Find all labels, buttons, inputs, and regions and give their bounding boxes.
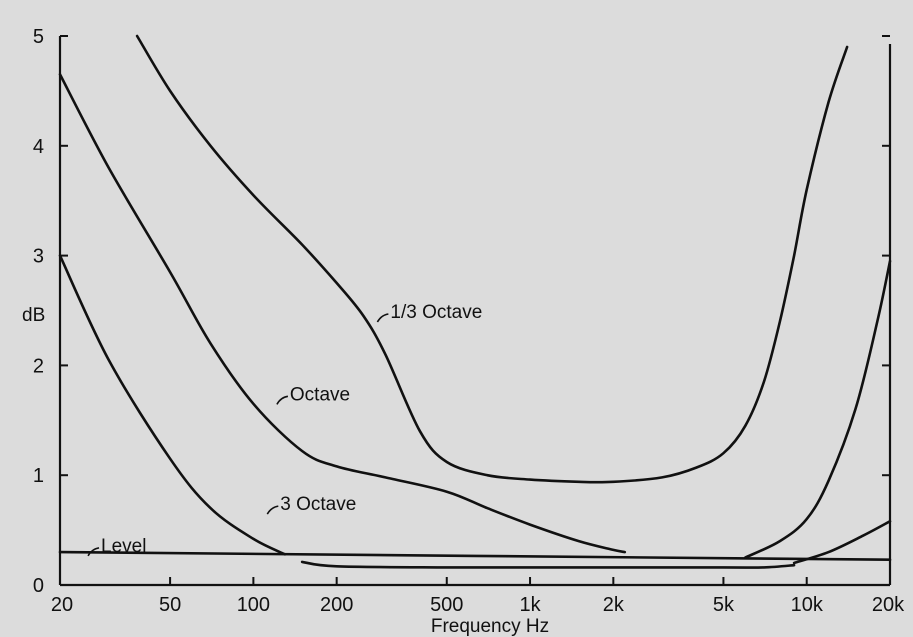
x-tick-label-2k: 2k	[603, 594, 625, 616]
x-tick-label-1k: 1k	[519, 594, 541, 616]
curve-annotations: 1/3 Octave Octave 3 Octave Level	[87, 302, 482, 557]
x-tick-label-100: 100	[237, 594, 270, 616]
x-tick-label-500: 500	[430, 594, 463, 616]
x-tick-label-10k: 10k	[791, 594, 824, 616]
x-tick-label-50: 50	[159, 594, 181, 616]
leader-octave	[276, 395, 289, 405]
curve-unlabeled-4	[744, 259, 892, 559]
y-axis-title: dB	[22, 305, 45, 326]
curve-3-octave	[58, 254, 287, 556]
label-level: Level	[101, 536, 146, 557]
y-tick-label-1: 1	[33, 465, 44, 487]
y-tick-label-3: 3	[33, 246, 44, 268]
y-tick-label-0: 0	[33, 575, 44, 597]
leader-3-octave	[266, 505, 279, 515]
y-tick-label-5: 5	[33, 26, 44, 48]
y-tick-label-2: 2	[33, 355, 44, 377]
x-tick-label-200: 200	[320, 594, 353, 616]
leader-1-3-octave	[376, 313, 389, 323]
label-octave: Octave	[290, 384, 350, 405]
label-1-3-octave: 1/3 Octave	[390, 302, 482, 323]
curve-unlabeled-5	[792, 520, 892, 565]
label-3-octave: 3 Octave	[280, 494, 356, 515]
x-tick-label-20k: 20k	[872, 594, 905, 616]
axis-ticks: 20 50 100 200 500 1k 2k 5k 10k 20k 0 1 2 3 4 5	[33, 26, 905, 616]
x-tick-label-5k: 5k	[713, 594, 735, 616]
curves	[58, 34, 892, 569]
x-axis-title: Frequency Hz	[431, 616, 549, 637]
curve-1-3-octave	[135, 34, 849, 484]
curve-unlabeled-6	[300, 560, 796, 569]
leader-level	[87, 547, 100, 557]
x-tick-label-20: 20	[51, 594, 73, 616]
curve-octave	[58, 73, 627, 554]
y-tick-label-4: 4	[33, 136, 44, 158]
